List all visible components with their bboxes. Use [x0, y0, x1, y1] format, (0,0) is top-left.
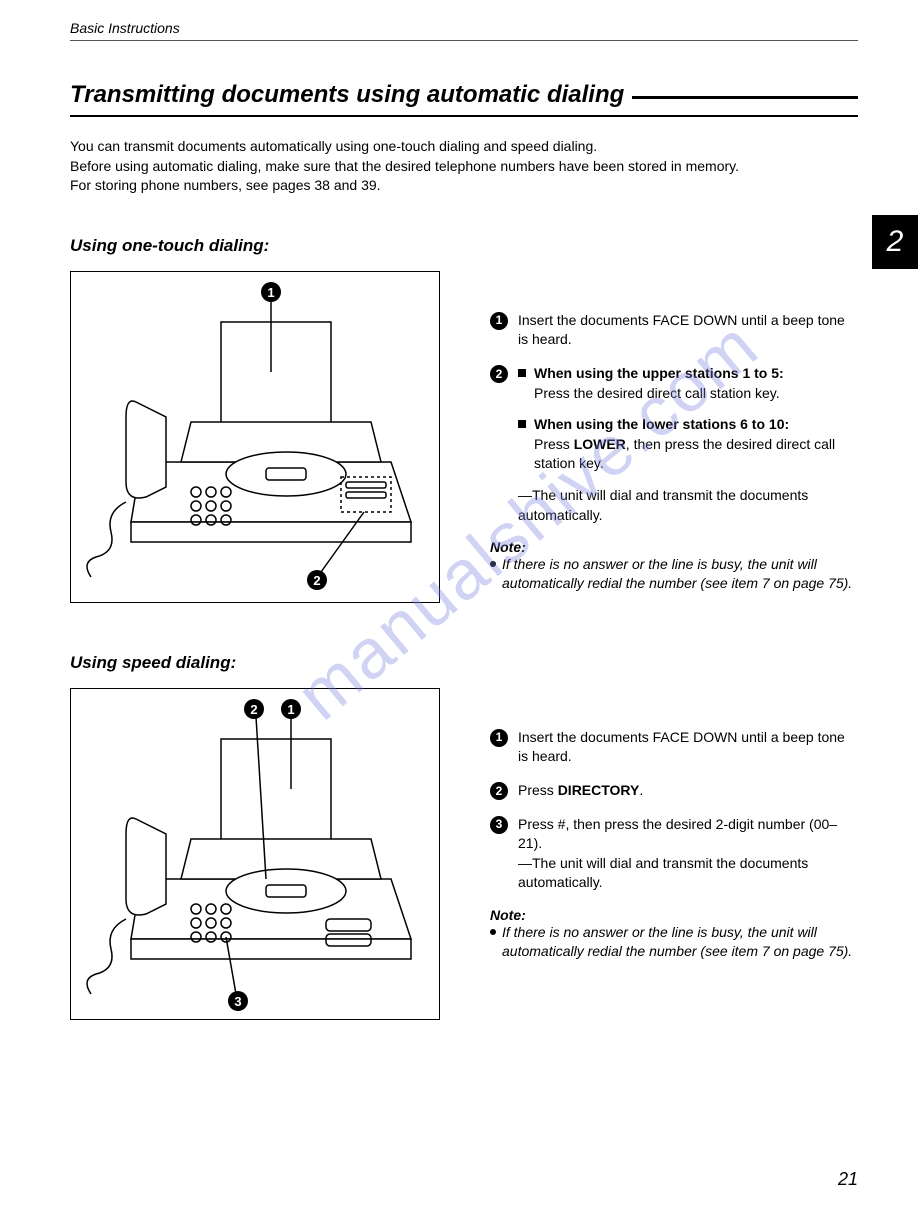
speed-step-1: 1 Insert the documents FACE DOWN until a… [490, 728, 858, 767]
step-number-badge: 1 [490, 729, 508, 747]
header-section-label: Basic Instructions [70, 20, 858, 36]
speed-step-3: 3 Press #, then press the desired 2-digi… [490, 815, 858, 893]
step-text: Insert the documents FACE DOWN until a b… [518, 311, 858, 350]
note-heading: Note: [490, 907, 858, 923]
intro-line: Before using automatic dialing, make sur… [70, 157, 858, 177]
step-text: Insert the documents FACE DOWN until a b… [518, 728, 858, 767]
step-text: Press #, then press the desired 2-digit … [518, 815, 858, 893]
one-touch-section: 1 2 1 Insert the documents FACE DOWN unt… [70, 271, 858, 603]
one-touch-illustration: 1 2 [70, 271, 440, 603]
speed-section: 1 2 3 1 Insert the documents FACE DOWN u… [70, 688, 858, 1020]
callout-1-num: 1 [267, 285, 274, 300]
step-sub-text: When using the lower stations 6 to 10: P… [534, 415, 858, 474]
bullet-icon [490, 561, 496, 567]
one-touch-step-2: 2 When using the upper stations 1 to 5: … [490, 364, 858, 525]
square-bullet-icon [518, 420, 526, 428]
callout-1-num: 1 [287, 702, 294, 717]
bullet-icon [490, 929, 496, 935]
step-number-badge: 1 [490, 312, 508, 330]
one-touch-step-1: 1 Insert the documents FACE DOWN until a… [490, 311, 858, 350]
step-text: Press DIRECTORY. [518, 781, 858, 801]
step-number-badge: 2 [490, 365, 508, 383]
title-trailing-rule [632, 96, 858, 99]
title-text: Transmitting documents using automatic d… [70, 81, 624, 109]
intro-paragraph: You can transmit documents automatically… [70, 137, 858, 196]
note-body: If there is no answer or the line is bus… [490, 923, 858, 961]
callout-2-num: 2 [250, 702, 257, 717]
speed-step-2: 2 Press DIRECTORY. [490, 781, 858, 801]
header-rule [70, 40, 858, 41]
chapter-tab: 2 [872, 215, 918, 269]
intro-line: You can transmit documents automatically… [70, 137, 858, 157]
callout-3-num: 3 [234, 994, 241, 1009]
page-title: Transmitting documents using automatic d… [70, 81, 858, 109]
page-number: 21 [838, 1169, 858, 1190]
note-heading: Note: [490, 539, 858, 555]
title-underline [70, 115, 858, 117]
callout-2-num: 2 [313, 573, 320, 588]
one-touch-heading: Using one-touch dialing: [70, 236, 858, 256]
speed-illustration: 1 2 3 [70, 688, 440, 1020]
step-result-text: —The unit will dial and transmit the doc… [518, 486, 858, 525]
speed-heading: Using speed dialing: [70, 653, 858, 673]
step-sub-text: When using the upper stations 1 to 5: Pr… [534, 364, 858, 403]
intro-line: For storing phone numbers, see pages 38 … [70, 176, 858, 196]
step-number-badge: 2 [490, 782, 508, 800]
square-bullet-icon [518, 369, 526, 377]
step-number-badge: 3 [490, 816, 508, 834]
note-body: If there is no answer or the line is bus… [490, 555, 858, 593]
